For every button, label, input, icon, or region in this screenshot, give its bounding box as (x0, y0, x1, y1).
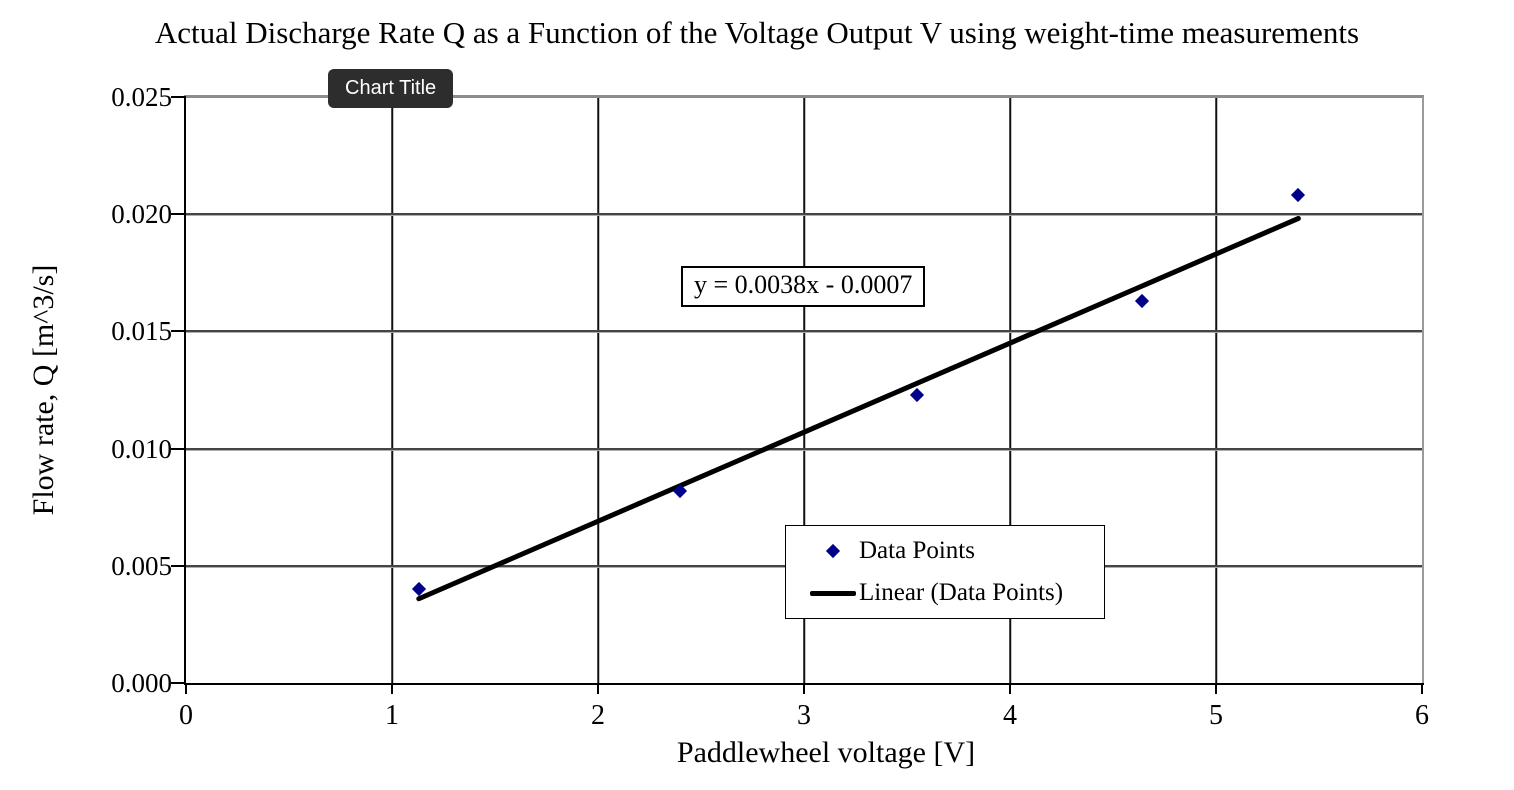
x-axis-title: Paddlewheel voltage [V] (676, 736, 976, 769)
x-axis-tick (1009, 685, 1011, 694)
x-axis-tick-label: 3 (797, 700, 811, 731)
y-axis-tick (171, 447, 184, 450)
gridline-horizontal (186, 330, 1422, 333)
legend-label: Data Points (859, 537, 975, 564)
x-axis-tick-label: 1 (385, 700, 399, 731)
y-axis-tick (171, 96, 184, 98)
y-axis-tick-label: 0.020 (111, 199, 172, 230)
y-axis-tick-label: 0.025 (111, 82, 172, 112)
legend-label: Linear (Data Points) (859, 579, 1064, 606)
y-axis-tick-label: 0.015 (111, 316, 172, 347)
tooltip-label: Chart Title (345, 77, 437, 99)
y-axis-tick-label: 0.010 (111, 433, 172, 464)
y-axis-tick (171, 213, 184, 216)
x-axis-tick (185, 685, 187, 694)
gridline-horizontal (186, 213, 1422, 216)
x-axis-tick-label: 2 (591, 700, 605, 731)
legend[interactable]: Data Points Linear (Data Points) (785, 525, 1105, 619)
diamond-marker-icon (825, 543, 841, 559)
gridline-vertical (1009, 97, 1011, 683)
chart-title-text: Actual Discharge Rate Q as a Function of… (154, 15, 1360, 50)
x-axis-tick (1215, 685, 1217, 694)
y-axis-line (184, 96, 186, 684)
gridline-horizontal (186, 447, 1422, 450)
plot-border-top (184, 95, 1424, 98)
x-axis-tick (803, 685, 805, 694)
equation-text: y = 0.0038x - 0.0007 (694, 270, 913, 299)
x-axis-tick-label: 6 (1415, 700, 1429, 731)
gridline-vertical (803, 97, 805, 683)
plot-border-right (1422, 97, 1424, 683)
legend-row[interactable]: Data Points (786, 530, 1104, 572)
y-axis-tick (171, 682, 184, 684)
legend-row[interactable]: Linear (Data Points) (786, 572, 1104, 614)
legend-marker-cell (810, 590, 856, 596)
x-axis-tick (597, 685, 599, 694)
x-axis-tick-label: 0 (179, 700, 193, 731)
gridline-vertical (597, 97, 599, 683)
gridline-vertical (391, 97, 393, 683)
x-axis-tick (1421, 685, 1423, 694)
equation-box[interactable]: y = 0.0038x - 0.0007 (681, 266, 926, 307)
y-axis-tick (171, 330, 184, 333)
y-axis-title: Flow rate, Q [m^3/s] (27, 264, 60, 516)
y-axis-tick (171, 564, 184, 567)
legend-marker-cell (810, 543, 856, 559)
gridline-vertical (1215, 97, 1217, 683)
x-axis-line (184, 683, 1424, 685)
trendline[interactable] (416, 215, 1301, 602)
x-axis-tick-label: 5 (1209, 700, 1223, 731)
chart-title-tooltip: Chart Title (328, 69, 454, 108)
x-axis-tick (391, 685, 393, 694)
y-axis-tick-label: 0.000 (111, 668, 172, 698)
chart-title[interactable]: Actual Discharge Rate Q as a Function of… (0, 14, 1514, 52)
trendline-layer (416, 215, 1301, 602)
line-marker-icon (810, 590, 856, 596)
x-axis-tick-label: 4 (1003, 700, 1017, 731)
y-axis-tick-label: 0.005 (111, 550, 172, 581)
